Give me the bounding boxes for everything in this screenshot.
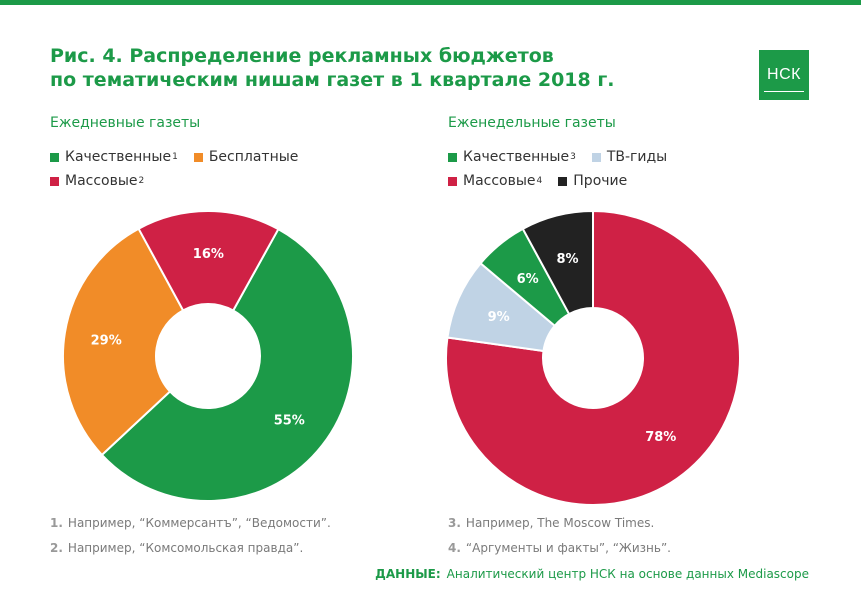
footnote-number: 3. [448,515,461,530]
weekly-legend-item-tv-guides: ТВ-гиды [591,149,668,165]
weekly-footnotes: 3. Например, The Moscow Times. 4. “Аргумен… [448,510,671,560]
legend-swatch [448,176,457,186]
footnote-text: Например, “Комсомольская правда”. [67,540,304,555]
legend-swatch [50,176,59,186]
daily-legend-item-free: Бесплатные [193,149,299,165]
footnote-3: 3. Например, The Moscow Times. [448,510,671,535]
legend-swatch [193,152,203,162]
slice-label-3: 8% [557,252,579,267]
title-line-2: по тематическим нишам газет в 1 квартале… [50,69,615,91]
footnote-number: 1. [50,515,63,530]
legend-swatch [558,176,568,186]
slice-label-2: 6% [517,272,539,287]
slice-1 [62,227,185,457]
legend-footnote-mark: 3 [570,152,576,162]
footnote-1: 1. Например, “Коммерсантъ”, “Ведомости”. [50,510,331,535]
footnote-number: 4. [448,540,461,555]
weekly-legend-item-quality: Качественные 3 [448,149,576,165]
legend-swatch [50,152,59,162]
daily-donut-chart: 55% 29% 16% [62,210,354,502]
weekly-chart-title: Еженедельные газеты [448,115,616,131]
slice-label-0: 78% [645,430,676,445]
footnote-text: “Аргументы и факты”, “Жизнь”. [465,540,671,555]
daily-footnotes: 1. Например, “Коммерсантъ”, “Ведомости”. … [50,510,331,560]
slice-0 [100,227,354,502]
source-label: ДАННЫЕ: [375,567,441,581]
weekly-legend-item-mass: Массовые 4 [448,173,542,189]
weekly-legend-item-other: Прочие [558,173,627,189]
data-source: ДАННЫЕ: Аналитический центр НСК на основе… [375,567,809,581]
weekly-legend: Качественные 3 ТВ-гиды Массовые 4 Прочие [448,145,778,193]
legend-label: Массовые [463,173,536,189]
footnote-4: 4. “Аргументы и факты”, “Жизнь”. [448,535,671,560]
legend-footnote-mark: 4 [536,176,543,186]
slice-3 [521,209,594,316]
slice-label-0: 55% [274,414,305,429]
slice-label-1: 9% [488,310,510,325]
top-accent-bar [0,0,861,5]
legend-label: Бесплатные [208,149,299,165]
legend-label: ТВ-гиды [606,149,668,165]
slice-0 [445,209,741,506]
nsk-logo: НСК [759,50,809,100]
page-title: Рис. 4. Распределение рекламных бюджетов… [50,44,690,92]
legend-footnote-mark: 2 [138,176,145,186]
legend-swatch [448,152,457,162]
source-text: Аналитический центр НСК на основе данных… [446,567,809,581]
daily-legend-item-mass: Массовые 2 [50,173,144,189]
footnote-text: Например, “Коммерсантъ”, “Ведомости”. [67,515,331,530]
legend-label: Массовые [65,173,138,189]
legend-swatch [591,152,601,162]
legend-footnote-mark: 1 [172,152,178,162]
slice-label-2: 16% [193,247,224,262]
title-line-1: Рис. 4. Распределение рекламных бюджетов [50,45,554,67]
daily-chart-title: Ежедневные газеты [50,115,201,131]
footnote-text: Например, The Moscow Times. [465,515,655,530]
footnote-number: 2. [50,540,63,555]
daily-legend-item-quality: Качественные 1 [50,149,178,165]
slice-label-1: 29% [91,334,122,349]
footnote-2: 2. Например, “Комсомольская правда”. [50,535,331,560]
weekly-donut-chart: 78% 9% 6% 8% [445,209,741,506]
legend-label: Качественные [65,149,172,165]
slice-2 [137,210,280,312]
daily-legend: Качественные 1 Бесплатные Массовые 2 [50,145,380,193]
legend-label: Прочие [573,173,628,189]
legend-label: Качественные [463,149,570,165]
